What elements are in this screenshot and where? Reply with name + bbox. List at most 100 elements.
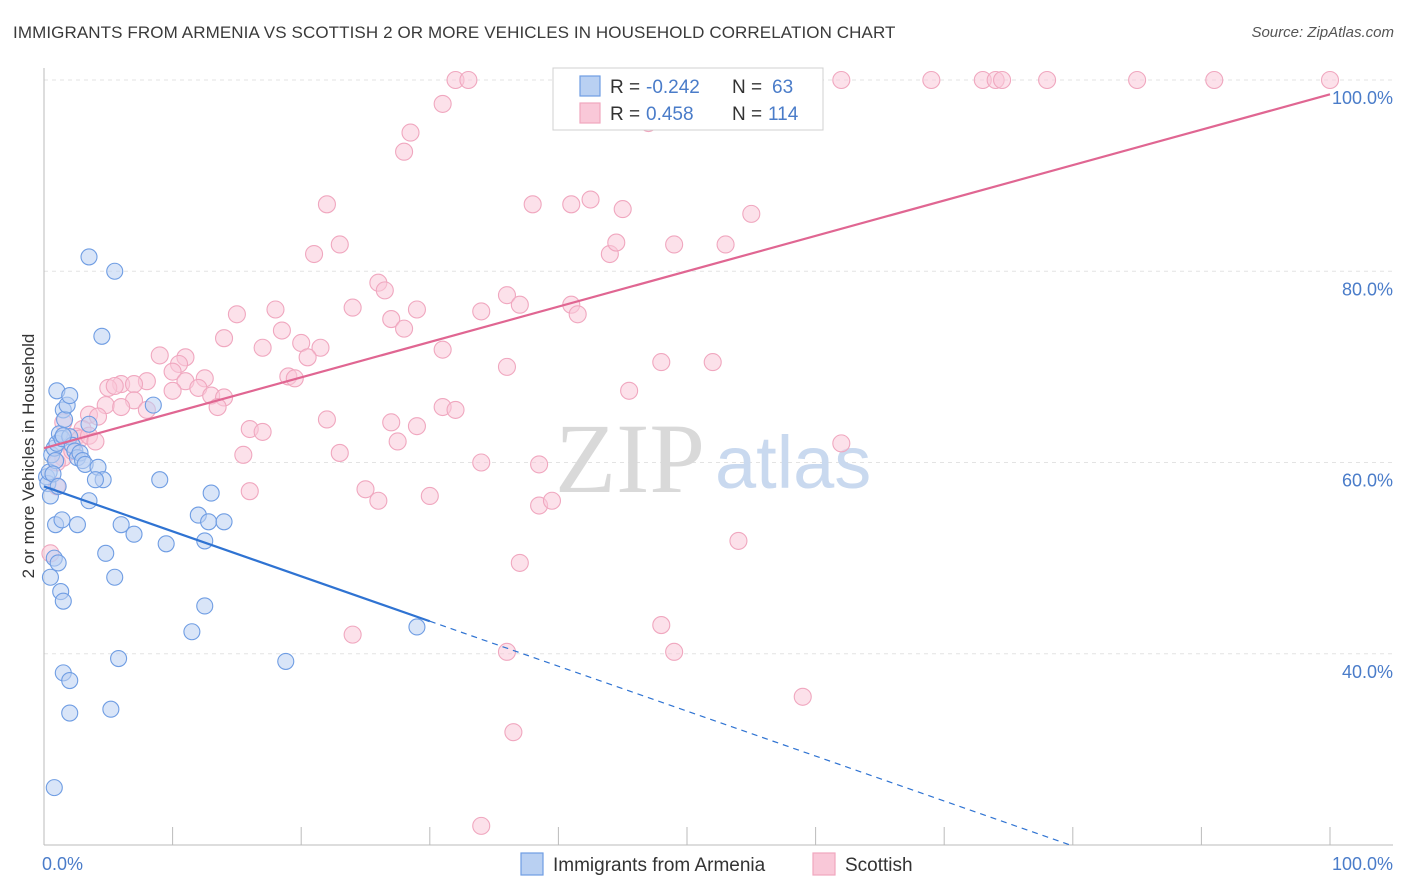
scottish-point xyxy=(227,305,246,324)
armenia-trend-extension xyxy=(429,620,1073,847)
chart-title: IMMIGRANTS FROM ARMENIA VS SCOTTISH 2 OR… xyxy=(13,23,896,42)
armenia-point xyxy=(80,415,98,433)
armenia-point xyxy=(61,704,79,722)
armenia-point xyxy=(61,671,79,690)
scottish-point xyxy=(832,434,851,453)
scottish-point xyxy=(497,286,517,305)
scottish-point xyxy=(433,94,452,113)
y-axis-label: 2 or more Vehicles in Household xyxy=(19,334,38,579)
legend-r-label-armenia: R = xyxy=(610,77,640,98)
x-tick-label: 0.0% xyxy=(42,854,83,874)
scottish-point xyxy=(568,305,587,324)
armenia-point xyxy=(80,248,98,266)
armenia-point xyxy=(56,410,74,429)
legend-r-label-scottish: R = xyxy=(610,104,640,125)
bottom-legend-armenia: Immigrants from Armenia xyxy=(553,855,766,876)
scottish-point xyxy=(407,417,426,436)
scottish-point xyxy=(356,480,375,499)
armenia-points xyxy=(38,248,426,797)
scottish-point xyxy=(652,616,671,635)
y-tick-label: 80.0% xyxy=(1342,279,1393,299)
armenia-point xyxy=(408,618,426,636)
legend-swatch-armenia xyxy=(579,75,601,97)
armenia-point xyxy=(112,516,130,534)
bottom-legend-swatch-armenia xyxy=(520,852,544,876)
watermark-atlas: atlas xyxy=(715,421,871,504)
scottish-point xyxy=(922,70,941,90)
scottish-point xyxy=(382,310,401,329)
armenia-point xyxy=(106,568,124,586)
legend-swatch-scottish xyxy=(579,102,601,124)
scottish-point xyxy=(163,381,182,400)
armenia-point xyxy=(196,597,214,615)
armenia-point xyxy=(93,327,111,345)
legend-n-label-scottish: N = xyxy=(732,104,762,125)
scottish-point xyxy=(401,123,420,142)
scottish-point xyxy=(530,455,549,474)
bottom-legend-swatch-scottish xyxy=(812,852,836,876)
scottish-point xyxy=(388,432,407,451)
scottish-point xyxy=(1128,70,1147,90)
scottish-point xyxy=(993,70,1012,90)
armenia-point xyxy=(183,623,201,641)
x-tick-label: 100.0% xyxy=(1332,854,1393,874)
scottish-point xyxy=(317,410,336,429)
scottish-point xyxy=(369,491,388,510)
scottish-point xyxy=(124,375,144,394)
armenia-point xyxy=(80,492,98,510)
y-tick-label: 40.0% xyxy=(1342,662,1393,682)
scottish-point xyxy=(523,195,542,214)
scottish-points xyxy=(41,70,1340,835)
scottish-point xyxy=(1205,70,1224,90)
scottish-point xyxy=(613,200,632,219)
scottish-point xyxy=(208,397,227,417)
scottish-point xyxy=(504,723,523,742)
scottish-point xyxy=(581,190,600,209)
tick-labels: 40.0% 60.0% 80.0% 100.0% 0.0% 100.0% xyxy=(42,88,1393,874)
scottish-point xyxy=(395,319,414,338)
scottish-point xyxy=(214,329,234,348)
chart-source: Source: ZipAtlas.com xyxy=(1251,24,1394,41)
scottish-point xyxy=(652,353,671,372)
scottish-point xyxy=(472,816,491,835)
scottish-point xyxy=(163,362,182,381)
scottish-point xyxy=(253,422,272,441)
scottish-point xyxy=(375,281,394,300)
scottish-point xyxy=(150,346,169,365)
armenia-point xyxy=(200,513,218,531)
scottish-point xyxy=(620,381,639,400)
scottish-point xyxy=(311,338,330,357)
scottish-point xyxy=(272,321,291,340)
scottish-point xyxy=(497,357,517,376)
scottish-point xyxy=(395,142,414,161)
bottom-legend-scottish: Scottish xyxy=(845,855,913,876)
y-tick-label: 100.0% xyxy=(1332,88,1393,108)
scottish-point xyxy=(497,642,517,661)
scottish-point xyxy=(298,348,317,367)
top-legend: R = -0.242 N = 63 R = 0.458 N = 114 xyxy=(552,67,824,131)
scottish-point xyxy=(446,400,465,419)
scottish-point xyxy=(793,687,812,706)
scottish-point xyxy=(607,233,626,252)
y-tick-label: 60.0% xyxy=(1342,471,1393,491)
scottish-point xyxy=(1038,70,1057,90)
scottish-point xyxy=(832,70,851,90)
scottish-point xyxy=(234,445,253,464)
scottish-point xyxy=(305,244,324,264)
scottish-trend-line xyxy=(43,93,1331,450)
armenia-point xyxy=(277,652,295,670)
scottish-point xyxy=(665,235,684,254)
armenia-trend-line xyxy=(43,485,431,623)
scottish-point xyxy=(343,298,362,317)
armenia-point xyxy=(144,396,162,414)
scottish-point xyxy=(703,353,722,372)
legend-r-value-armenia: -0.242 xyxy=(646,77,700,98)
armenia-point xyxy=(106,262,124,280)
scottish-point xyxy=(433,340,452,359)
scottish-point xyxy=(510,553,529,572)
scottish-point xyxy=(472,302,491,321)
scottish-point xyxy=(266,300,285,319)
armenia-point xyxy=(86,471,104,489)
trend-lines xyxy=(43,93,1331,847)
